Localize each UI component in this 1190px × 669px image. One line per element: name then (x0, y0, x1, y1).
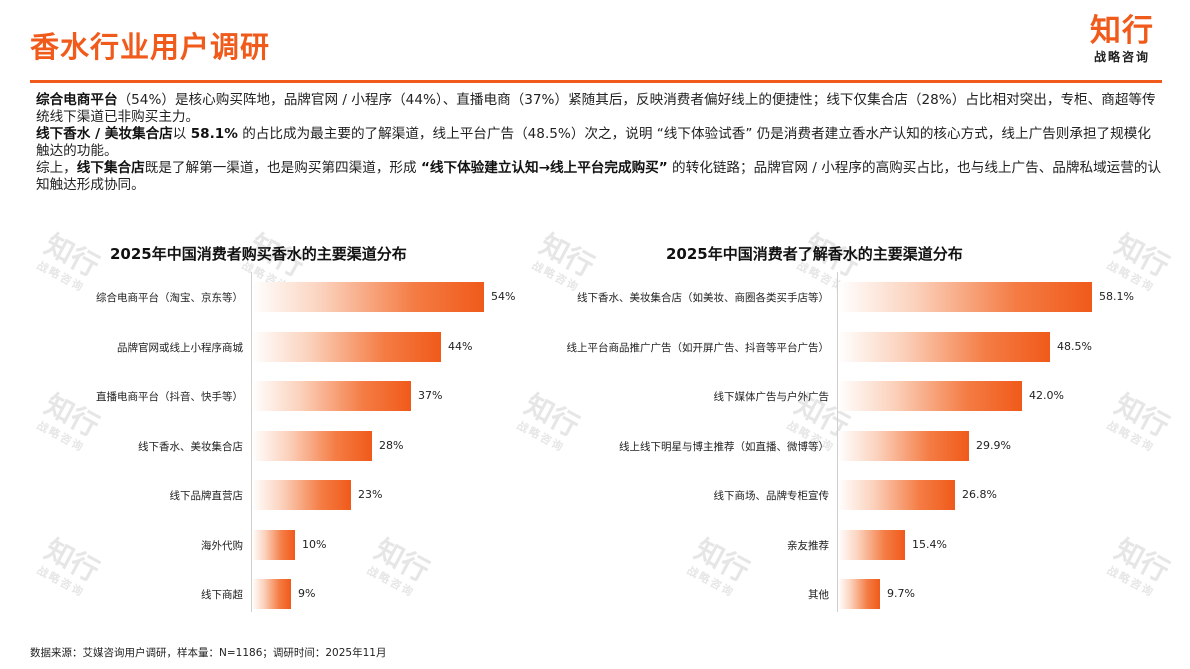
summary-text-run: 既是了解第一渠道，也是购买第四渠道，形成 (144, 160, 421, 176)
category-label: 线下商场、品牌专柜宣传 (713, 490, 830, 502)
summary-emphasis: 线下集合店 (76, 160, 145, 176)
category-label: 线上线下明星与博主推荐（如直播、微博等） (619, 440, 829, 453)
brand-logo: 知行 战略咨询 (1082, 12, 1162, 64)
category-label: 综合电商平台（淘宝、京东等） (96, 292, 243, 304)
bar (252, 579, 291, 609)
bar (838, 529, 905, 560)
bar (838, 480, 955, 510)
category-label: 直播电商平台（抖音、快手等） (96, 391, 243, 403)
summary-text-run: 综上， (36, 160, 77, 176)
chart-title-awareness: 2025年中国消费者了解香水的主要渠道分布 (666, 245, 963, 263)
category-label: 品牌官网或线上小程序商城 (117, 341, 243, 354)
data-label: 26.8% (962, 488, 997, 501)
summary-text-run: 的转化链路；品牌官网 / 小程序的高购买占比，也与线上广告、品牌私域运营的认知触… (36, 160, 1162, 193)
summary-emphasis: 58.1% (190, 126, 238, 142)
bar (838, 381, 1022, 411)
category-label: 线下香水、美妆集合店 (138, 440, 243, 453)
data-label: 9.7% (887, 587, 915, 600)
bar (252, 430, 372, 461)
category-label: 线下商超 (201, 589, 243, 601)
bar (252, 529, 295, 560)
bar (252, 282, 484, 312)
summary-paragraph-2: 线下香水 / 美妆集合店以 58.1% 的占比成为最主要的了解渠道，线上平台广告… (36, 126, 1164, 160)
purchase-channel-chart: 综合电商平台（淘宝、京东等） 54% 品牌官网或线上小程序商城 44% 直播电商平台（抖… (96, 272, 516, 612)
header-divider (30, 80, 1162, 83)
chart-axis-line (251, 272, 252, 612)
data-label: 29.9% (976, 438, 1011, 452)
source-note: 数据来源：艾媒咨询用户调研，样本量：N=1186；调研时间：2025年11月 (30, 647, 387, 659)
summary-emphasis: “线下体验建立认知→线上平台完成购买” (420, 160, 668, 176)
logo-sub-text: 战略咨询 (1093, 50, 1150, 64)
bar (252, 480, 351, 510)
data-label: 10% (302, 537, 327, 551)
page-title: 香水行业用户调研 (30, 30, 271, 64)
data-label: 58.1% (1099, 290, 1134, 303)
summary-text-run: （54%）是核心购买阵地，品牌官网 / 小程序（44%）、直播电商（37%）紧随… (36, 92, 1156, 125)
data-label: 28% (379, 438, 404, 452)
category-label: 海外代购 (201, 539, 243, 552)
data-label: 37% (418, 389, 443, 402)
logo-main-text: 知行 (1090, 13, 1154, 49)
summary-emphasis: 综合电商平台 (36, 92, 118, 108)
data-label: 15.4% (912, 537, 947, 551)
category-label: 线下媒体广告与户外广告 (713, 391, 830, 403)
summary-emphasis: 线下香水 / 美妆集合店 (36, 126, 173, 142)
category-label: 线下香水、美妆集合店（如美妆、商圈各类买手店等） (577, 292, 829, 304)
data-label: 44% (448, 339, 473, 353)
bar (252, 381, 411, 411)
bar (838, 430, 969, 461)
data-label: 48.5% (1057, 339, 1092, 353)
category-label: 亲友推荐 (787, 539, 829, 552)
category-label: 线下品牌直营店 (169, 490, 244, 502)
data-label: 42.0% (1029, 389, 1064, 402)
bar (252, 331, 441, 362)
category-label: 线上平台商品推广广告（如开屏广告、抖音等平台广告） (566, 341, 830, 354)
summary-text-run: 的占比成为最主要的了解渠道，线上平台广告（48.5%）次之，说明 “线下体验试香… (36, 126, 1151, 159)
category-label: 其他 (808, 589, 829, 601)
chart-axis-line (837, 272, 838, 612)
bar (838, 331, 1050, 362)
summary-paragraph-1: 综合电商平台（54%）是核心购买阵地，品牌官网 / 小程序（44%）、直播电商（… (36, 92, 1164, 126)
summary-text: 综合电商平台（54%）是核心购买阵地，品牌官网 / 小程序（44%）、直播电商（… (36, 92, 1164, 194)
data-label: 54% (491, 290, 516, 303)
data-label: 23% (358, 488, 383, 501)
chart-title-purchase: 2025年中国消费者购买香水的主要渠道分布 (110, 245, 407, 263)
summary-paragraph-3: 综上，线下集合店既是了解第一渠道，也是购买第四渠道，形成 “线下体验建立认知→线… (36, 160, 1164, 194)
bar (838, 579, 880, 609)
bar (838, 282, 1092, 312)
data-label: 9% (298, 587, 316, 600)
summary-text-run: 以 (172, 126, 191, 142)
